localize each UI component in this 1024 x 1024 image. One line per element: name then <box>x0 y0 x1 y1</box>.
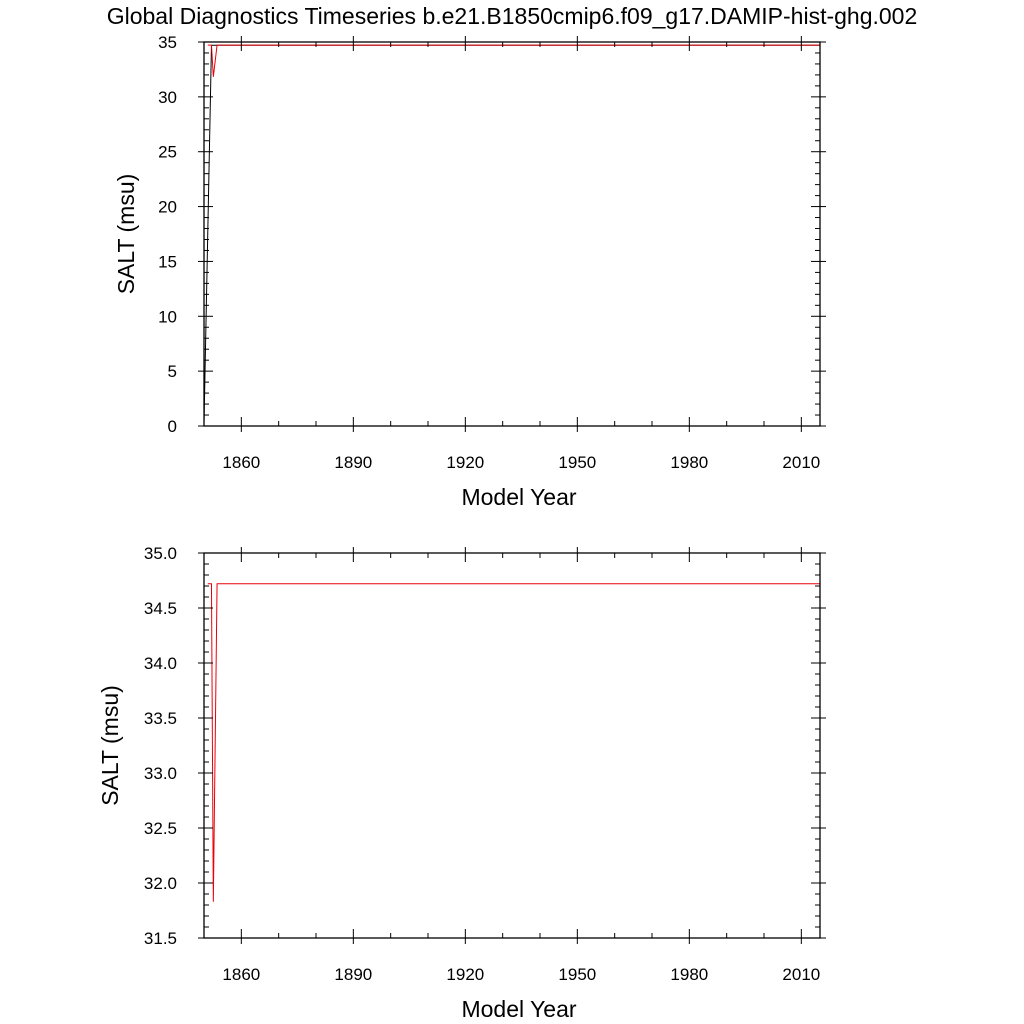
figure-title: Global Diagnostics Timeseries b.e21.B185… <box>107 3 918 29</box>
x-tick-label: 1860 <box>222 453 260 472</box>
x-tick-label: 2010 <box>782 965 820 984</box>
y-tick-label: 35.0 <box>144 544 177 563</box>
y-axis-label: SALT (msu) <box>97 685 123 806</box>
y-tick-label: 32.5 <box>144 819 177 838</box>
x-tick-label: 1920 <box>446 453 484 472</box>
x-tick-label: 1950 <box>558 453 596 472</box>
bottom-panel: 1860 1890 1920 1950 1980 2010 31.5 32.0 32.5 33.0… <box>97 544 826 1022</box>
y-tick-label: 35 <box>158 33 177 52</box>
y-tick-label: 5 <box>168 362 177 381</box>
series-line-1 <box>203 44 820 424</box>
x-tick-label: 1890 <box>334 453 372 472</box>
y-tick-label: 20 <box>158 198 177 217</box>
x-tick-label: 1980 <box>670 965 708 984</box>
x-tick-label: 2010 <box>782 453 820 472</box>
x-tick-label: 1920 <box>446 965 484 984</box>
y-axis-label: SALT (msu) <box>113 174 139 295</box>
x-axis-label: Model Year <box>461 484 576 510</box>
y-tick-label: 25 <box>158 143 177 162</box>
y-tick-label: 33.0 <box>144 764 177 783</box>
x-tick-label: 1950 <box>558 965 596 984</box>
y-tick-label: 30 <box>158 88 177 107</box>
y-tick-label: 0 <box>168 417 177 436</box>
x-axis-label: Model Year <box>461 996 576 1022</box>
y-tick-label: 10 <box>158 307 177 326</box>
y-tick-label: 15 <box>158 252 177 271</box>
x-tick-label: 1980 <box>670 453 708 472</box>
y-tick-label: 31.5 <box>144 929 177 948</box>
top-panel: 1860 1890 1920 1950 1980 2010 0 5 10 15 20 25 30 35 Mo… <box>113 33 826 510</box>
plot-frame <box>203 552 821 939</box>
y-tick-label: 32.0 <box>144 874 177 893</box>
y-tick-label: 33.5 <box>144 709 177 728</box>
series-line-1 <box>207 583 820 902</box>
y-tick-label: 34.5 <box>144 599 177 618</box>
plot-frame <box>203 41 821 427</box>
x-tick-label: 1890 <box>334 965 372 984</box>
y-tick-label: 34.0 <box>144 654 177 673</box>
series-line-2 <box>207 44 820 77</box>
x-tick-label: 1860 <box>222 965 260 984</box>
